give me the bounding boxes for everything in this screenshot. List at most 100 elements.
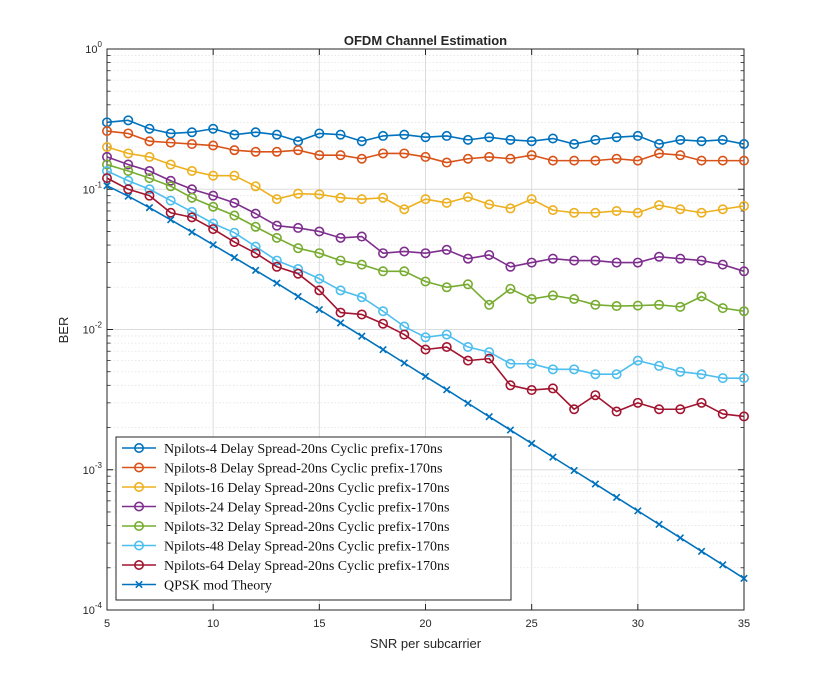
legend-item: Npilots-32 Delay Spread-20ns Cyclic pref… [122, 520, 449, 535]
data-point [165, 175, 176, 186]
data-point [399, 266, 410, 277]
data-point [462, 355, 473, 366]
marker-stroke [315, 305, 324, 314]
data-point [696, 397, 707, 408]
data-point [527, 439, 536, 448]
data-point [229, 227, 240, 238]
series-line [106, 156, 745, 273]
data-point [166, 215, 175, 224]
data-point [696, 291, 707, 302]
data-point [420, 132, 431, 143]
x-tick-label: 10 [207, 618, 219, 630]
data-point [675, 366, 686, 377]
data-point [335, 150, 346, 161]
data-point [464, 399, 472, 408]
data-point [250, 146, 261, 157]
marker-stroke [442, 385, 451, 394]
marker-stroke [400, 359, 409, 367]
x-tick-label: 20 [419, 618, 431, 630]
data-point [547, 383, 558, 394]
data-point [590, 299, 601, 310]
data-point [102, 126, 113, 137]
data-point [186, 165, 197, 176]
data-point [379, 345, 387, 354]
data-point [271, 194, 282, 205]
data-point [399, 129, 410, 140]
data-point [696, 207, 707, 218]
data-point [123, 115, 134, 126]
marker-stroke [697, 547, 706, 556]
data-point [250, 181, 261, 192]
data-point [144, 165, 155, 176]
legend-item: Npilots-48 Delay Spread-20ns Cyclic pref… [122, 540, 449, 555]
data-point [654, 299, 665, 310]
data-point [590, 255, 601, 266]
data-point [165, 137, 176, 148]
data-point [336, 319, 345, 327]
legend-marker [134, 559, 145, 570]
data-point [462, 342, 473, 353]
x-tick-label: 25 [526, 618, 538, 630]
data-point [314, 189, 325, 200]
data-point [654, 148, 665, 159]
data-point [165, 181, 176, 192]
data-point [717, 408, 728, 419]
data-point [612, 493, 621, 502]
data-point [378, 306, 389, 317]
data-point [229, 210, 240, 221]
data-point [102, 165, 113, 176]
data-point [314, 248, 325, 259]
data-point [675, 204, 686, 215]
series-4 [102, 151, 749, 277]
chart-title: OFDM Channel Estimation [344, 33, 507, 48]
data-point [547, 155, 558, 166]
data-point [314, 285, 325, 296]
marker-stroke [166, 215, 175, 224]
data-point [123, 165, 134, 176]
series-5 [102, 159, 749, 317]
data-point [335, 285, 346, 296]
data-point [335, 307, 346, 318]
data-point [378, 248, 389, 259]
data-point [632, 300, 643, 311]
data-point [144, 151, 155, 162]
data-point [505, 283, 516, 294]
x-tick-label: 5 [104, 618, 110, 630]
data-point [123, 159, 134, 170]
data-point [314, 150, 325, 161]
marker-stroke [251, 266, 260, 275]
data-point [208, 190, 219, 201]
data-point [526, 194, 537, 205]
data-point [315, 305, 324, 314]
data-point [717, 373, 728, 384]
marker-stroke [655, 520, 663, 529]
data-point [208, 140, 219, 151]
data-point [230, 253, 239, 262]
data-point [314, 128, 325, 139]
marker-stroke [273, 279, 281, 287]
legend-marker [135, 580, 143, 589]
data-point [356, 136, 367, 147]
series-line [106, 146, 745, 214]
series-2 [102, 126, 749, 168]
series-line [106, 170, 744, 379]
data-point [654, 139, 665, 150]
data-point [378, 266, 389, 277]
data-point [399, 204, 410, 215]
data-point [547, 290, 558, 301]
y-tick-label: 10-4 [83, 601, 103, 617]
data-point [654, 404, 665, 415]
legend-label: Npilots-32 Delay Spread-20ns Cyclic pref… [164, 520, 449, 535]
legend-marker [134, 540, 145, 551]
data-point [356, 153, 367, 164]
data-point [208, 218, 219, 229]
data-point [632, 130, 643, 141]
marker-stroke [549, 453, 557, 461]
data-point [271, 146, 282, 157]
data-point [441, 244, 452, 255]
marker-stroke [336, 319, 345, 327]
data-point [611, 205, 622, 216]
legend-item: Npilots-16 Delay Spread-20ns Cyclic pref… [122, 481, 449, 496]
marker-stroke [506, 426, 515, 434]
